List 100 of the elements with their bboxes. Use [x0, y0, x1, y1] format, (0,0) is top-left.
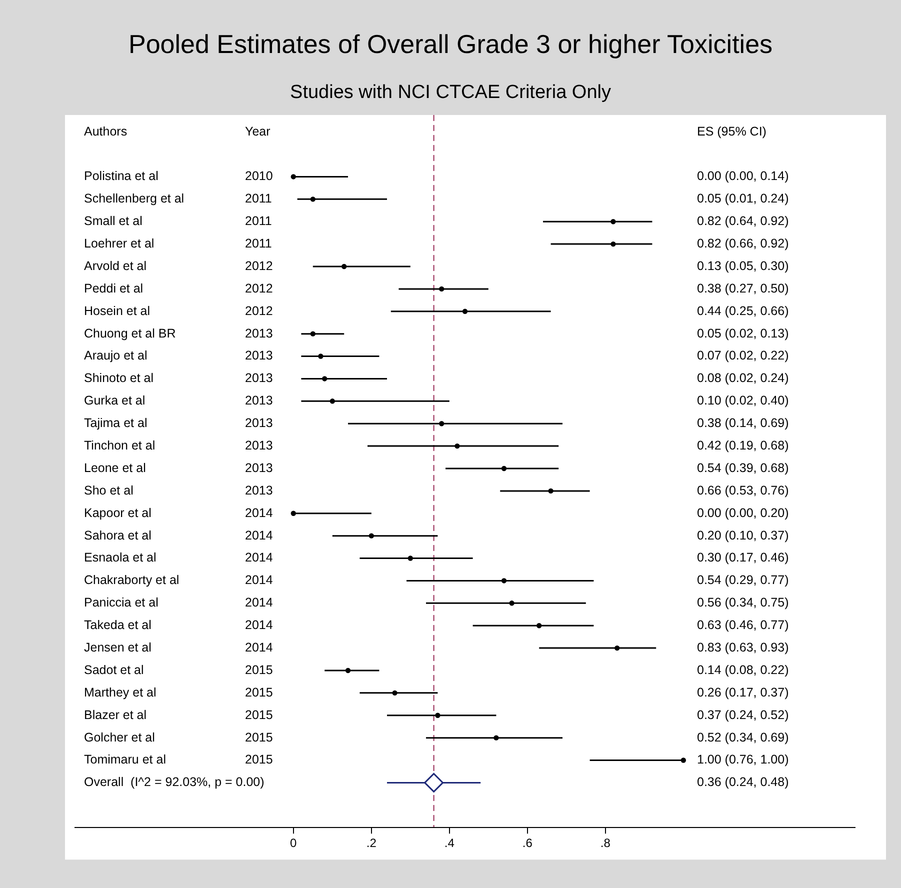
annotation: 2013	[245, 371, 273, 386]
annotation: 2014	[245, 618, 273, 632]
annotation: 1.00 (0.76, 1.00)	[697, 752, 789, 767]
point	[680, 758, 686, 763]
y-tick-label: Chuong et al BR	[84, 326, 176, 340]
annotation: 0.52 (0.34, 0.69)	[697, 730, 789, 744]
annotation: 0.54 (0.39, 0.68)	[697, 460, 789, 475]
annotation: 0.14 (0.08, 0.22)	[697, 662, 789, 677]
annotation: 2015	[245, 662, 273, 677]
annotation: 2013	[245, 460, 273, 475]
annotation: 0.83 (0.63, 0.93)	[697, 640, 789, 654]
point	[462, 308, 468, 314]
annotation: 0.05 (0.01, 0.24)	[697, 192, 789, 206]
annotation: 0.00 (0.00, 0.20)	[697, 506, 789, 520]
annotation: 0.82 (0.66, 0.92)	[697, 236, 789, 251]
point	[345, 668, 351, 674]
y-tick-label: Kapoor et al	[84, 506, 152, 520]
annotation: 2013	[245, 416, 273, 430]
annotation: 2014	[245, 640, 273, 654]
y-tick-label: Jensen et al	[84, 640, 152, 654]
y-tick-label: Leone et al	[84, 460, 146, 475]
annotation: 2015	[245, 685, 273, 700]
x-tick-label: .6	[522, 836, 533, 850]
point	[310, 196, 316, 202]
y-tick-label: Marthey et al	[84, 685, 156, 700]
annotation: 0.54 (0.29, 0.77)	[697, 573, 789, 588]
annotation: 0.38 (0.14, 0.69)	[697, 416, 789, 430]
annotation: 2011	[245, 192, 272, 206]
y-tick-label: Araujo et al	[84, 348, 148, 363]
y-tick-label: Tomimaru et al	[84, 752, 166, 767]
annotation: 0.66 (0.53, 0.76)	[697, 483, 789, 498]
point	[536, 623, 542, 628]
point	[330, 398, 335, 404]
annotation: 0.44 (0.25, 0.66)	[697, 304, 789, 318]
text: Authors	[84, 124, 128, 138]
y-tick-label: Paniccia et al	[84, 596, 158, 610]
y-tick-label: Gurka et al	[84, 394, 146, 408]
annotation: 0.30 (0.17, 0.46)	[697, 550, 789, 565]
annotation: 2015	[245, 708, 273, 722]
annotation: 0.37 (0.24, 0.52)	[697, 708, 789, 722]
point	[310, 331, 316, 336]
annotation: 2014	[245, 550, 273, 565]
y-tick-label: Hosein et al	[84, 304, 150, 318]
y-tick-label: Blazer et al	[84, 708, 147, 722]
y-tick-label: Shinoto et al	[84, 371, 154, 386]
y-tick-label: Schellenberg et al	[84, 192, 184, 206]
y-tick-label: Overall (I^2 = 92.03%, p = 0.00)	[84, 775, 264, 790]
annotation: 2015	[245, 730, 273, 744]
annotation: 0.08 (0.02, 0.24)	[697, 371, 789, 386]
annotation: 0.36 (0.24, 0.48)	[697, 775, 789, 790]
annotation: 0.05 (0.02, 0.13)	[697, 326, 789, 340]
point	[318, 354, 324, 359]
annotation: 2012	[245, 258, 273, 273]
y-tick-label: Tinchon et al	[84, 438, 156, 453]
point	[290, 174, 296, 180]
y-tick-label: Sahora et al	[84, 528, 152, 542]
point	[290, 510, 296, 516]
text: Year	[245, 124, 270, 138]
point	[424, 772, 444, 792]
annotation: 2012	[245, 304, 273, 318]
point	[408, 556, 413, 561]
point	[614, 645, 620, 651]
point	[439, 421, 444, 426]
annotation: 0.07 (0.02, 0.22)	[697, 348, 789, 363]
annotation: 0.42 (0.19, 0.68)	[697, 438, 789, 453]
annotation: 0.38 (0.27, 0.50)	[697, 281, 789, 296]
annotation: 0.20 (0.10, 0.37)	[697, 528, 789, 542]
y-tick-label: Peddi et al	[84, 281, 144, 296]
point	[610, 219, 616, 224]
annotation: 0.56 (0.34, 0.75)	[697, 596, 789, 610]
annotation: 2013	[245, 326, 273, 340]
point	[322, 376, 328, 382]
annotation: 0.13 (0.05, 0.30)	[697, 258, 789, 273]
y-tick-label: Sho et al	[84, 483, 134, 498]
point	[342, 264, 347, 270]
point	[610, 241, 616, 247]
annotation: 0.10 (0.02, 0.40)	[697, 394, 789, 408]
point	[501, 466, 507, 472]
point	[501, 578, 507, 584]
y-tick-label: Loehrer et al	[84, 236, 154, 251]
annotation: 2013	[245, 483, 273, 498]
x-tick-label: .4	[444, 836, 455, 850]
y-tick-label: Arvold et al	[84, 258, 147, 273]
annotation: 2012	[245, 281, 273, 296]
annotation: 2010	[245, 169, 273, 184]
point	[439, 286, 444, 292]
y-tick-label: Polistina et al	[84, 169, 158, 184]
y-tick-label: Sadot et al	[84, 662, 144, 677]
y-tick-label: Takeda et al	[84, 618, 152, 632]
y-tick-label: Chakraborty et al	[84, 573, 180, 588]
annotation: 2013	[245, 438, 273, 453]
point	[548, 488, 554, 494]
point	[368, 533, 374, 538]
text: ES (95% CI)	[697, 124, 766, 138]
x-tick-label: 0	[290, 836, 298, 850]
annotation: 2011	[245, 214, 272, 228]
y-tick-label: Small et al	[84, 214, 142, 228]
chart-title: Pooled Estimates of Overall Grade 3 or higher Toxicities	[128, 29, 773, 60]
point	[454, 443, 460, 449]
annotation: 2014	[245, 573, 273, 588]
